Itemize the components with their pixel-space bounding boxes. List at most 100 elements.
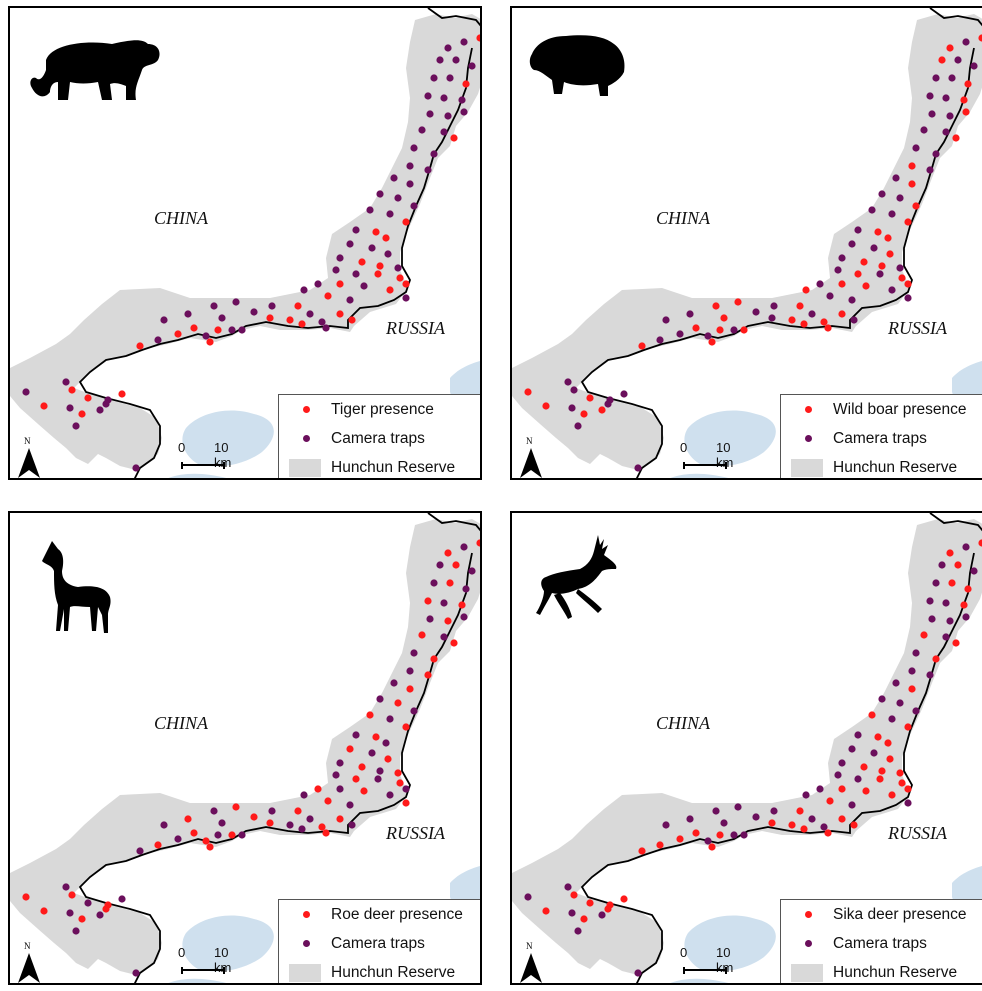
legend-reserve-label: Hunchun Reserve bbox=[833, 459, 958, 476]
camera-trap-point bbox=[888, 286, 896, 294]
map-panel-wildboar: CHINA RUSSIA N 0 10 km Wild boar presence Came… bbox=[510, 6, 982, 480]
presence-point bbox=[716, 326, 724, 334]
presence-point bbox=[886, 250, 894, 258]
camera-trap-point bbox=[62, 883, 70, 891]
camera-trap-point bbox=[210, 807, 218, 815]
camera-trap-point bbox=[938, 561, 946, 569]
legend-reserve-label: Hunchun Reserve bbox=[331, 459, 456, 476]
camera-trap-point bbox=[462, 585, 470, 593]
camera-trap-point bbox=[962, 543, 970, 551]
presence-point bbox=[938, 56, 946, 64]
presence-point bbox=[580, 915, 588, 923]
presence-point bbox=[878, 262, 886, 270]
camera-trap-point bbox=[460, 108, 468, 116]
presence-point bbox=[386, 286, 394, 294]
presence-point bbox=[904, 723, 912, 731]
tiger-icon bbox=[30, 40, 160, 100]
scale-bar-line bbox=[181, 462, 225, 469]
camera-trap-point bbox=[878, 695, 886, 703]
presence-point bbox=[952, 639, 960, 647]
camera-trap-point bbox=[942, 599, 950, 607]
camera-trap-point bbox=[218, 314, 226, 322]
water-body bbox=[168, 473, 227, 478]
presence-point bbox=[638, 847, 646, 855]
camera-trap-point bbox=[720, 819, 728, 827]
presence-point bbox=[444, 549, 452, 557]
hunchun-reserve-area bbox=[10, 519, 480, 975]
camera-trap-point bbox=[250, 308, 258, 316]
north-arrow: N bbox=[518, 436, 544, 478]
camera-trap-point bbox=[376, 767, 384, 775]
presence-point bbox=[430, 655, 438, 663]
water-body bbox=[684, 410, 776, 467]
presence-point bbox=[656, 841, 664, 849]
scale-km: 10 km bbox=[214, 440, 232, 470]
legend-traps: Camera traps bbox=[279, 426, 480, 452]
camera-trap-point bbox=[132, 969, 140, 977]
scale-bar: 0 10 km bbox=[680, 945, 750, 983]
presence-point bbox=[446, 579, 454, 587]
presence-point bbox=[324, 797, 332, 805]
camera-trap-point bbox=[848, 296, 856, 304]
legend-traps: Camera traps bbox=[279, 931, 480, 957]
presence-point bbox=[978, 539, 982, 547]
presence-point bbox=[570, 891, 578, 899]
camera-trap-point bbox=[568, 404, 576, 412]
presence-point bbox=[908, 180, 916, 188]
presence-point bbox=[444, 617, 452, 625]
camera-trap-point bbox=[118, 895, 126, 903]
legend: Wild boar presence Camera traps Hunchun Re… bbox=[780, 394, 982, 478]
camera-trap-point bbox=[920, 126, 928, 134]
scale-bar: 0 10 km bbox=[178, 945, 248, 983]
presence-point bbox=[206, 338, 214, 346]
camera-trap-point bbox=[892, 679, 900, 687]
presence-point bbox=[314, 785, 322, 793]
camera-trap-point bbox=[332, 771, 340, 779]
water-body bbox=[670, 978, 729, 983]
presence-point bbox=[962, 108, 970, 116]
camera-trap-point bbox=[436, 56, 444, 64]
legend: Roe deer presence Camera traps Hunchun Res… bbox=[278, 899, 480, 983]
camera-trap-point bbox=[336, 759, 344, 767]
presence-point bbox=[932, 655, 940, 663]
presence-point bbox=[352, 775, 360, 783]
presence-point bbox=[796, 302, 804, 310]
presence-point bbox=[740, 326, 748, 334]
camera-trap-point bbox=[368, 244, 376, 252]
camera-trap-point bbox=[730, 326, 738, 334]
presence-point bbox=[676, 835, 684, 843]
camera-trap-point bbox=[480, 68, 482, 75]
presence-point bbox=[904, 280, 912, 288]
presence-point bbox=[202, 837, 210, 845]
legend-presence-label: Tiger presence bbox=[331, 401, 434, 418]
legend-presence: Tiger presence bbox=[279, 397, 480, 423]
water-body bbox=[182, 410, 274, 467]
camera-trap-point bbox=[802, 791, 810, 799]
presence-point bbox=[450, 134, 458, 142]
presence-point bbox=[346, 745, 354, 753]
presence-point bbox=[964, 585, 972, 593]
camera-trap-point bbox=[410, 649, 418, 657]
camera-trap-point bbox=[962, 38, 970, 46]
camera-trap-point bbox=[306, 815, 314, 823]
camera-trap-point bbox=[826, 292, 834, 300]
presence-point bbox=[964, 80, 972, 88]
presence-point bbox=[462, 80, 470, 88]
camera-trap-point bbox=[160, 316, 168, 324]
scale-km: 10 km bbox=[716, 440, 734, 470]
camera-trap-symbol bbox=[303, 940, 310, 947]
presence-point bbox=[868, 711, 876, 719]
presence-point bbox=[604, 905, 612, 913]
camera-trap-point bbox=[942, 128, 950, 136]
camera-trap-point bbox=[228, 326, 236, 334]
legend-traps: Camera traps bbox=[781, 426, 982, 452]
legend-presence: Sika deer presence bbox=[781, 902, 982, 928]
presence-point bbox=[402, 723, 410, 731]
presence-point bbox=[800, 825, 808, 833]
camera-trap-point bbox=[850, 316, 858, 324]
camera-trap-symbol bbox=[805, 940, 812, 947]
hunchun-reserve-area bbox=[10, 14, 480, 470]
presence-point bbox=[214, 326, 222, 334]
camera-trap-point bbox=[348, 821, 356, 829]
camera-trap-point bbox=[574, 927, 582, 935]
